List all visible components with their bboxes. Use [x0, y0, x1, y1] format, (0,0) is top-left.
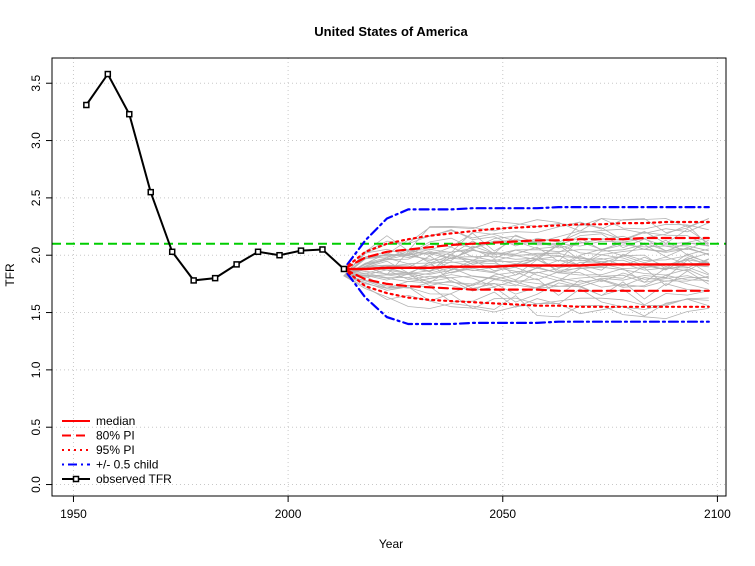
plot-frame	[51, 57, 727, 497]
observed-tfr-point	[297, 247, 305, 254]
observed-tfr-point	[319, 246, 326, 253]
y-axis-label: TFR	[3, 263, 17, 287]
y-tick-label: 2.5	[29, 189, 43, 206]
x-axis: 1950 2000 2050 2100	[60, 496, 731, 521]
grid	[52, 58, 726, 496]
trajectory-line	[343, 274, 709, 289]
observed-tfr-point	[147, 188, 154, 196]
trajectory-line	[343, 275, 709, 290]
observed-tfr-point	[83, 101, 90, 109]
legend-label-pi95: 95% PI	[96, 443, 135, 457]
pi95-upper-line	[342, 220, 710, 271]
trajectory-line	[343, 255, 709, 277]
trajectory-line	[343, 269, 709, 289]
legend-label-half-child: +/- 0.5 child	[96, 458, 158, 472]
x-axis-label: Year	[379, 537, 403, 551]
y-tick-label: 1.0	[29, 361, 43, 378]
half-child-upper-line	[342, 206, 710, 271]
trajectory-line	[343, 218, 709, 277]
trajectory-line	[343, 251, 709, 277]
legend: median 80% PI 95% PI +/- 0.5 child obser…	[62, 414, 172, 486]
trajectory-line	[343, 275, 709, 310]
trajectory-line	[343, 259, 710, 287]
legend-label-median: median	[96, 414, 135, 428]
observed-tfr-point	[233, 261, 240, 268]
trajectory-line	[343, 244, 709, 277]
legend-swatch-observed-marker	[72, 475, 80, 483]
trajectory-line	[343, 273, 709, 296]
observed-tfr-point	[190, 277, 197, 284]
observed-series	[83, 70, 348, 284]
trajectory-line	[343, 244, 709, 277]
legend-label-pi80: 80% PI	[96, 429, 135, 443]
legend-label-observed: observed TFR	[96, 472, 172, 486]
trajectory-line	[343, 241, 709, 277]
trajectory-line	[343, 255, 709, 283]
pi80-upper-line	[342, 236, 710, 271]
y-tick-label: 2.0	[29, 247, 43, 264]
y-tick-label: 0.5	[29, 419, 43, 436]
trajectory-line	[343, 239, 709, 277]
pi80-lower-line	[342, 267, 710, 292]
half-child-lower-line	[342, 267, 710, 326]
x-tick-label: 2000	[275, 507, 302, 521]
y-tick-label: 0.0	[29, 476, 43, 493]
trajectory-line	[343, 252, 709, 279]
x-tick-label: 1950	[60, 507, 87, 521]
chart-title: United States of America	[314, 24, 468, 39]
trajectory-line	[343, 274, 709, 288]
observed-tfr-point	[254, 248, 262, 256]
observed-tfr-point	[168, 248, 176, 256]
observed-tfr-point	[126, 110, 133, 118]
y-tick-label: 1.5	[29, 304, 43, 321]
y-tick-label: 3.0	[29, 132, 43, 149]
observed-tfr-point	[104, 70, 112, 78]
y-tick-label: 3.5	[29, 75, 43, 92]
y-axis: 0.0 0.5 1.0 1.5 2.0 2.5 3.0 3.5	[29, 75, 52, 493]
series	[52, 206, 726, 326]
x-tick-label: 2100	[704, 507, 731, 521]
observed-tfr-point	[276, 251, 283, 259]
pi95-lower-line	[342, 267, 710, 308]
median-line	[342, 263, 710, 271]
observed-tfr-point	[211, 274, 219, 282]
observed-tfr-point	[340, 265, 348, 273]
x-tick-label: 2050	[489, 507, 516, 521]
